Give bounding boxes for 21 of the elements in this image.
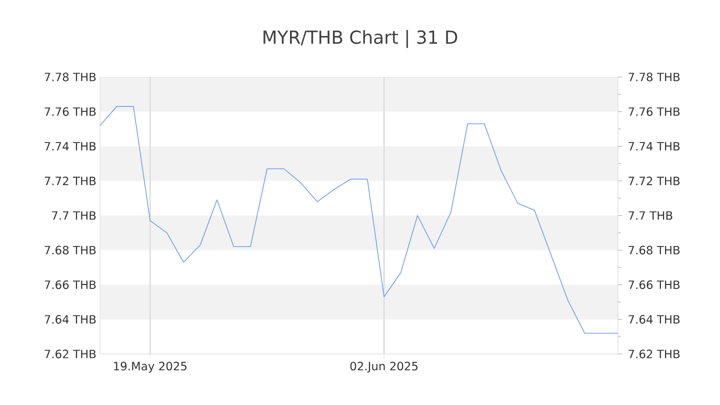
y2-tick-label: 7.7 THB [628,211,672,220]
y-tick-label: 7.7 THB [52,211,96,220]
y-tick-label: 7.78 THB [44,72,96,82]
x-tick-label: 02.Jun 2025 [350,362,418,373]
y2-tick-label: 7.76 THB [628,107,680,116]
y2-tick-label: 7.72 THB [628,176,680,186]
y2-tick-label: 7.68 THB [628,246,680,254]
y-tick-label: 7.76 THB [44,107,96,116]
y2-tick-label: 7.66 THB [628,280,680,290]
y2-tick-label: 7.74 THB [628,142,680,150]
y-tick-label: 7.68 THB [44,246,96,254]
y2-tick-label: 7.64 THB [628,315,680,324]
y-tick-label: 7.66 THB [44,280,96,290]
y-tick-label: 7.72 THB [44,176,96,186]
y-tick-label: 7.62 THB [44,350,96,358]
y-tick-label: 7.64 THB [44,315,96,324]
y2-tick-label: 7.62 THB [628,350,680,358]
x-tick-label: 19.May 2025 [114,362,186,373]
y-tick-label: 7.74 THB [44,142,96,150]
y2-tick-label: 7.78 THB [628,72,680,82]
chart-title: MYR/THB Chart | 31 D [264,30,458,48]
